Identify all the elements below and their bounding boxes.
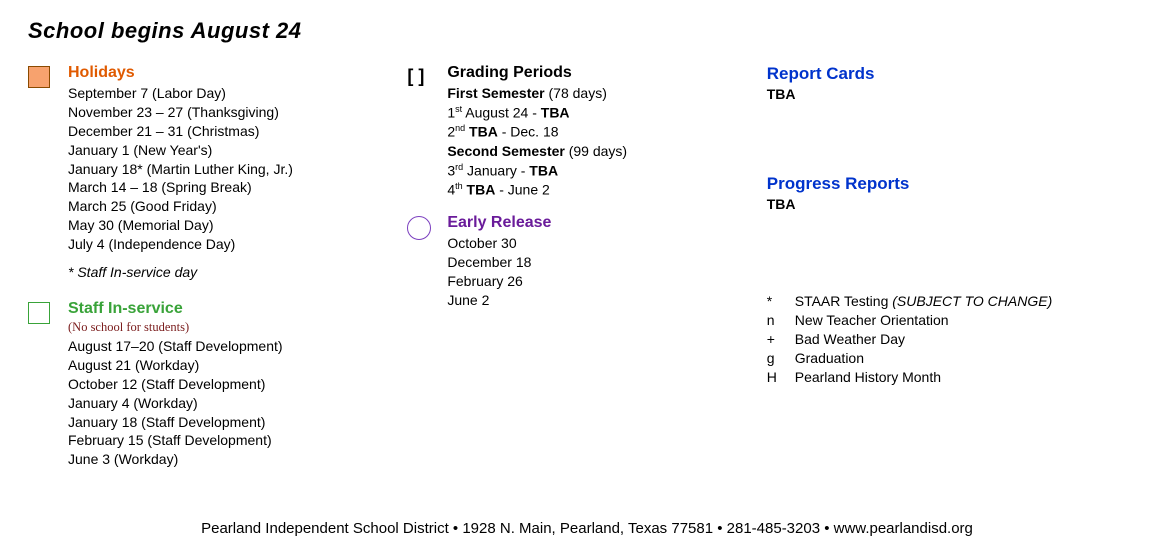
list-item: January 18 (Staff Development) bbox=[68, 413, 367, 432]
progress-value: TBA bbox=[767, 196, 1146, 212]
early-release-section: Early Release October 30 December 18 Feb… bbox=[407, 214, 726, 310]
column-right: Report Cards TBA Progress Reports TBA * … bbox=[767, 64, 1146, 479]
early-heading: Early Release bbox=[447, 214, 726, 232]
legend-symbol: H bbox=[767, 368, 795, 387]
legend-symbol: * bbox=[767, 292, 795, 311]
column-left: Holidays September 7 (Labor Day) Novembe… bbox=[28, 64, 367, 479]
legend-symbol: g bbox=[767, 349, 795, 368]
list-item: November 23 – 27 (Thanksgiving) bbox=[68, 103, 367, 122]
grading-period-3: 3rd January - TBA bbox=[447, 161, 726, 181]
legend-text: STAAR Testing (SUBJECT TO CHANGE) bbox=[795, 292, 1053, 311]
list-item: June 2 bbox=[447, 291, 726, 310]
list-item: March 25 (Good Friday) bbox=[68, 197, 367, 216]
early-icon-slot bbox=[407, 214, 447, 240]
progress-heading: Progress Reports bbox=[767, 174, 1146, 194]
holidays-list: September 7 (Labor Day) November 23 – 27… bbox=[68, 84, 367, 254]
open-circle-icon bbox=[407, 216, 431, 240]
list-item: March 14 – 18 (Spring Break) bbox=[68, 178, 367, 197]
early-list: October 30 December 18 February 26 June … bbox=[447, 234, 726, 310]
legend-row: * STAAR Testing (SUBJECT TO CHANGE) bbox=[767, 292, 1146, 311]
list-item: September 7 (Labor Day) bbox=[68, 84, 367, 103]
grading-section: [ ] Grading Periods First Semester (78 d… bbox=[407, 64, 726, 200]
legend-text: Pearland History Month bbox=[795, 368, 941, 387]
inservice-icon-slot bbox=[28, 300, 68, 324]
first-semester-label: First Semester (78 days) bbox=[447, 84, 726, 103]
inservice-list: August 17–20 (Staff Development) August … bbox=[68, 337, 367, 469]
grading-icon-slot: [ ] bbox=[407, 64, 447, 87]
list-item: December 21 – 31 (Christmas) bbox=[68, 122, 367, 141]
legend-row: H Pearland History Month bbox=[767, 368, 1146, 387]
legend-row: g Graduation bbox=[767, 349, 1146, 368]
list-item: June 3 (Workday) bbox=[68, 450, 367, 469]
list-item: July 4 (Independence Day) bbox=[68, 235, 367, 254]
list-item: August 21 (Workday) bbox=[68, 356, 367, 375]
list-item: January 18* (Martin Luther King, Jr.) bbox=[68, 160, 367, 179]
list-item: February 15 (Staff Development) bbox=[68, 431, 367, 450]
list-item: August 17–20 (Staff Development) bbox=[68, 337, 367, 356]
footer-text: Pearland Independent School District • 1… bbox=[0, 520, 1174, 537]
inservice-subtext: (No school for students) bbox=[68, 320, 367, 335]
list-item: October 30 bbox=[447, 234, 726, 253]
legend-text: Bad Weather Day bbox=[795, 330, 905, 349]
grading-period-1: 1st August 24 - TBA bbox=[447, 103, 726, 123]
holidays-icon-slot bbox=[28, 64, 68, 88]
report-cards-section: Report Cards TBA bbox=[767, 64, 1146, 142]
inservice-section: Staff In-service (No school for students… bbox=[28, 300, 367, 469]
inservice-heading: Staff In-service bbox=[68, 300, 367, 318]
page-title: School begins August 24 bbox=[28, 18, 1146, 44]
progress-reports-section: Progress Reports TBA bbox=[767, 174, 1146, 252]
second-semester-label: Second Semester (99 days) bbox=[447, 142, 726, 161]
grading-heading: Grading Periods bbox=[447, 64, 726, 82]
legend-symbol: + bbox=[767, 330, 795, 349]
holidays-note: * Staff In-service day bbox=[68, 264, 367, 280]
list-item: February 26 bbox=[447, 272, 726, 291]
brackets-icon: [ ] bbox=[407, 66, 424, 87]
legend-row: + Bad Weather Day bbox=[767, 330, 1146, 349]
report-cards-value: TBA bbox=[767, 86, 1146, 102]
report-cards-heading: Report Cards bbox=[767, 64, 1146, 84]
legend-symbol: n bbox=[767, 311, 795, 330]
list-item: December 18 bbox=[447, 253, 726, 272]
list-item: May 30 (Memorial Day) bbox=[68, 216, 367, 235]
grading-period-4: 4th TBA - June 2 bbox=[447, 180, 726, 200]
legend-section: * STAAR Testing (SUBJECT TO CHANGE) n Ne… bbox=[767, 292, 1146, 386]
grading-period-2: 2nd TBA - Dec. 18 bbox=[447, 122, 726, 142]
list-item: January 1 (New Year's) bbox=[68, 141, 367, 160]
legend-text: Graduation bbox=[795, 349, 864, 368]
list-item: January 4 (Workday) bbox=[68, 394, 367, 413]
filled-square-icon bbox=[28, 66, 50, 88]
holidays-heading: Holidays bbox=[68, 64, 367, 82]
list-item: October 12 (Staff Development) bbox=[68, 375, 367, 394]
content-columns: Holidays September 7 (Labor Day) Novembe… bbox=[28, 64, 1146, 479]
column-middle: [ ] Grading Periods First Semester (78 d… bbox=[407, 64, 726, 479]
legend-text: New Teacher Orientation bbox=[795, 311, 949, 330]
open-square-icon bbox=[28, 302, 50, 324]
legend-row: n New Teacher Orientation bbox=[767, 311, 1146, 330]
holidays-section: Holidays September 7 (Labor Day) Novembe… bbox=[28, 64, 367, 290]
